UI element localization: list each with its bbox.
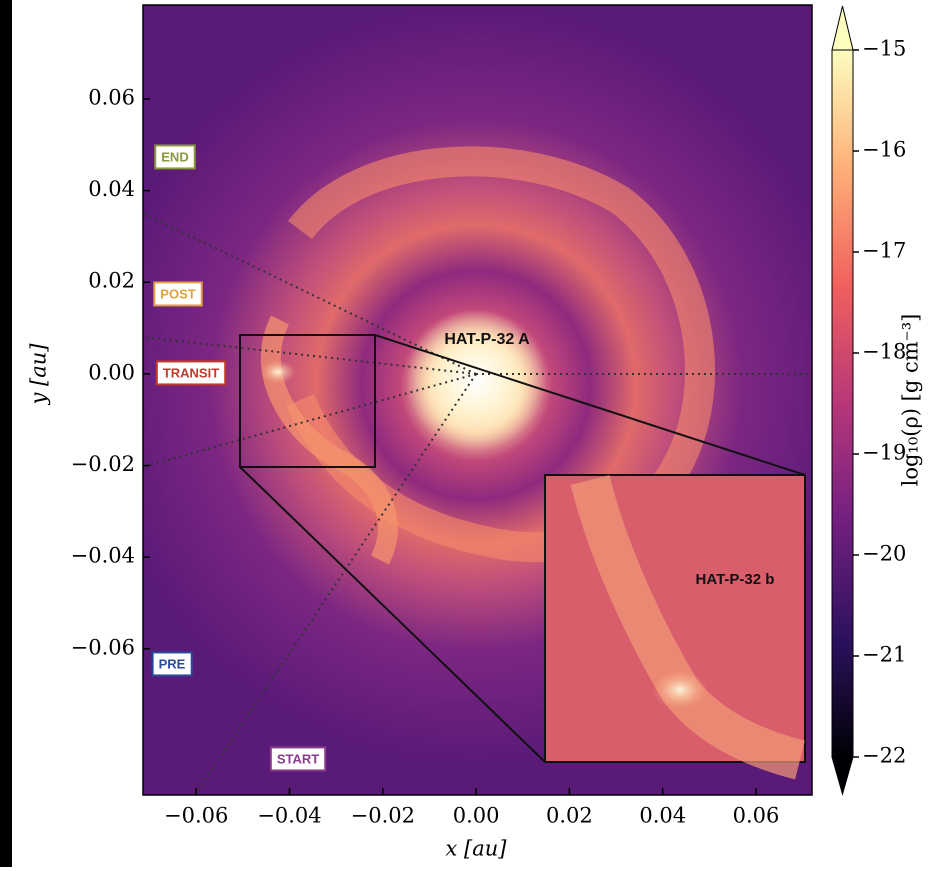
x-tick-label: 0.06 <box>733 804 780 828</box>
colorbar <box>832 50 853 757</box>
colorbar-tick-label: −16 <box>862 138 906 162</box>
y-tick-label: 0.04 <box>88 177 135 201</box>
x-tick-label: −0.04 <box>257 804 321 828</box>
annotation-text: TRANSIT <box>163 365 219 380</box>
annotation-text: HAT-P-32 b <box>696 571 775 588</box>
annotation-text: END <box>161 149 188 164</box>
colorbar-tick-label: −20 <box>862 542 906 566</box>
annotation: HAT-P-32 b <box>696 571 775 588</box>
annotation: START <box>271 747 325 770</box>
colorbar-tick-label: −15 <box>862 37 906 61</box>
colorbar-extend-max <box>832 6 853 50</box>
colorbar-tick-label: −18 <box>862 340 906 364</box>
y-tick-label: −0.04 <box>71 544 135 568</box>
colorbar-extend-min <box>832 757 853 794</box>
y-tick-label: 0.06 <box>88 85 135 109</box>
annotation-text: START <box>277 751 319 766</box>
y-tick-label: 0.02 <box>88 269 135 293</box>
annotation: TRANSIT <box>157 361 225 384</box>
y-axis-label: y [au] <box>27 343 51 406</box>
colorbar-tick-label: −17 <box>862 239 906 263</box>
y-tick-label: −0.06 <box>71 635 135 659</box>
left-edge <box>0 0 12 867</box>
annotation-text: POST <box>160 286 195 301</box>
annotation: HAT-P-32 A <box>444 331 530 348</box>
colorbar-tick-label: −21 <box>862 643 906 667</box>
x-tick-label: 0.04 <box>639 804 686 828</box>
x-tick-label: −0.02 <box>351 804 415 828</box>
colorbar-tick-label: −19 <box>862 441 906 465</box>
x-tick-label: 0.00 <box>453 804 500 828</box>
annotation-text: PRE <box>159 656 186 671</box>
x-axis-label: x [au] <box>446 837 508 861</box>
inset <box>545 475 805 762</box>
annotation: POST <box>154 282 201 305</box>
x-tick-label: 0.02 <box>546 804 593 828</box>
x-tick-label: −0.06 <box>164 804 228 828</box>
y-tick-label: −0.02 <box>71 452 135 476</box>
annotation-text: HAT-P-32 A <box>444 331 530 348</box>
colorbar-tick-label: −22 <box>862 744 906 768</box>
y-tick-label: 0.00 <box>88 360 135 384</box>
figure: x [au] y [au] log₁₀(ρ) [g cm⁻³] −0.06−0.… <box>0 0 947 867</box>
annotation: PRE <box>153 652 192 675</box>
annotation: END <box>155 145 194 168</box>
